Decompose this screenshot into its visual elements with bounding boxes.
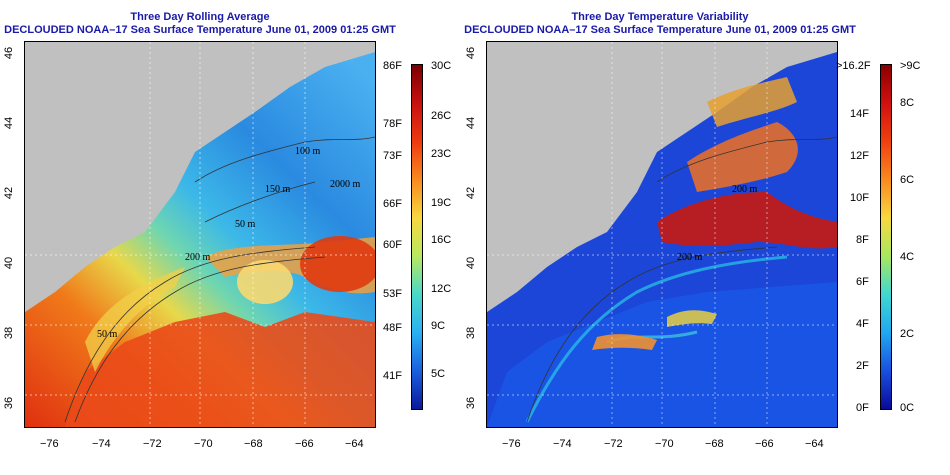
cb-f-0: 0F bbox=[856, 402, 869, 414]
cb-c-4: 4C bbox=[900, 251, 915, 263]
cb-c-12: 12C bbox=[431, 283, 452, 295]
cb-f-8: 8F bbox=[856, 234, 869, 246]
cb-c-8: 8C bbox=[900, 97, 915, 109]
x-tick-76-r: −76 bbox=[502, 438, 521, 450]
x-tick-70-r: −70 bbox=[655, 438, 674, 450]
contour-label-50m-north: 50 m bbox=[235, 219, 256, 230]
cb-c-26: 26C bbox=[431, 110, 452, 122]
cb-f-10: 10F bbox=[850, 192, 869, 204]
x-tick-66: −66 bbox=[295, 438, 314, 450]
contour-label-200m: 200 m bbox=[185, 252, 211, 263]
cb-c-30: 30C bbox=[431, 60, 452, 72]
left-panel-title-block: Three Day Rolling Average DECLOUDED NOAA… bbox=[0, 11, 430, 37]
x-tick-74: −74 bbox=[92, 438, 111, 450]
contour-label-50m-south: 50 m bbox=[97, 329, 118, 340]
cb-c-9: 9C bbox=[431, 320, 446, 332]
x-tick-68-r: −68 bbox=[705, 438, 724, 450]
x-tick-64-r: −64 bbox=[805, 438, 824, 450]
right-panel-subtitle: DECLOUDED NOAA–17 Sea Surface Temperatur… bbox=[464, 24, 856, 36]
left-panel-subtitle: DECLOUDED NOAA–17 Sea Surface Temperatur… bbox=[4, 24, 396, 36]
x-tick-68: −68 bbox=[244, 438, 263, 450]
x-tick-70: −70 bbox=[194, 438, 213, 450]
cb-c-2: 2C bbox=[900, 328, 915, 340]
cb-c-23: 23C bbox=[431, 148, 452, 160]
contour-label-200m-north: 200 m bbox=[732, 184, 758, 195]
cb-f-16-2: >16.2F bbox=[836, 60, 871, 72]
contour-label-200m-south: 200 m bbox=[677, 252, 703, 263]
right-panel-title-block: Three Day Temperature Variability DECLOU… bbox=[430, 11, 890, 37]
right-panel-title: Three Day Temperature Variability bbox=[571, 11, 749, 23]
sst-colorbar bbox=[411, 64, 423, 410]
y-tick-44-r: 44 bbox=[465, 116, 478, 130]
cb-f-4: 4F bbox=[856, 318, 869, 330]
cb-f-60: 60F bbox=[383, 239, 402, 251]
y-tick-42: 42 bbox=[3, 186, 16, 200]
x-tick-66-r: −66 bbox=[755, 438, 774, 450]
y-tick-36: 36 bbox=[3, 396, 16, 410]
y-tick-36-r: 36 bbox=[465, 396, 478, 410]
cb-f-6: 6F bbox=[856, 276, 869, 288]
cb-f-66: 66F bbox=[383, 198, 402, 210]
y-tick-46: 46 bbox=[3, 46, 16, 60]
sst-average-map: 100 m 150 m 2000 m 50 m 200 m 50 m bbox=[24, 41, 376, 428]
cb-c-0: 0C bbox=[900, 402, 915, 414]
cb-c-19: 19C bbox=[431, 197, 452, 209]
y-tick-40-r: 40 bbox=[465, 256, 478, 270]
cb-f-14: 14F bbox=[850, 108, 869, 120]
cb-c-9-plus: >9C bbox=[900, 60, 921, 72]
cb-c-5: 5C bbox=[431, 368, 446, 380]
cb-f-73: 73F bbox=[383, 150, 402, 162]
contour-label-100m: 100 m bbox=[295, 146, 321, 157]
cb-f-12: 12F bbox=[850, 150, 869, 162]
variability-colorbar bbox=[880, 64, 892, 410]
y-tick-40: 40 bbox=[3, 256, 16, 270]
cb-f-78: 78F bbox=[383, 118, 402, 130]
y-tick-38-r: 38 bbox=[465, 326, 478, 340]
x-tick-76: −76 bbox=[40, 438, 59, 450]
y-tick-46-r: 46 bbox=[465, 46, 478, 60]
cb-c-16: 16C bbox=[431, 234, 452, 246]
x-tick-72-r: −72 bbox=[604, 438, 623, 450]
y-tick-44: 44 bbox=[3, 116, 16, 130]
cb-f-86: 86F bbox=[383, 60, 402, 72]
cb-f-41: 41F bbox=[383, 370, 402, 382]
x-tick-64: −64 bbox=[345, 438, 364, 450]
left-panel-title: Three Day Rolling Average bbox=[130, 11, 270, 23]
sst-variability-map: 200 m 200 m bbox=[486, 41, 838, 428]
cb-c-6: 6C bbox=[900, 174, 915, 186]
y-tick-42-r: 42 bbox=[465, 186, 478, 200]
cb-f-48: 48F bbox=[383, 322, 402, 334]
y-tick-38: 38 bbox=[3, 326, 16, 340]
x-tick-72: −72 bbox=[143, 438, 162, 450]
x-tick-74-r: −74 bbox=[553, 438, 572, 450]
contour-label-150m: 150 m bbox=[265, 184, 291, 195]
contour-label-2000m: 2000 m bbox=[330, 179, 361, 190]
cb-f-2: 2F bbox=[856, 360, 869, 372]
cb-f-53: 53F bbox=[383, 288, 402, 300]
